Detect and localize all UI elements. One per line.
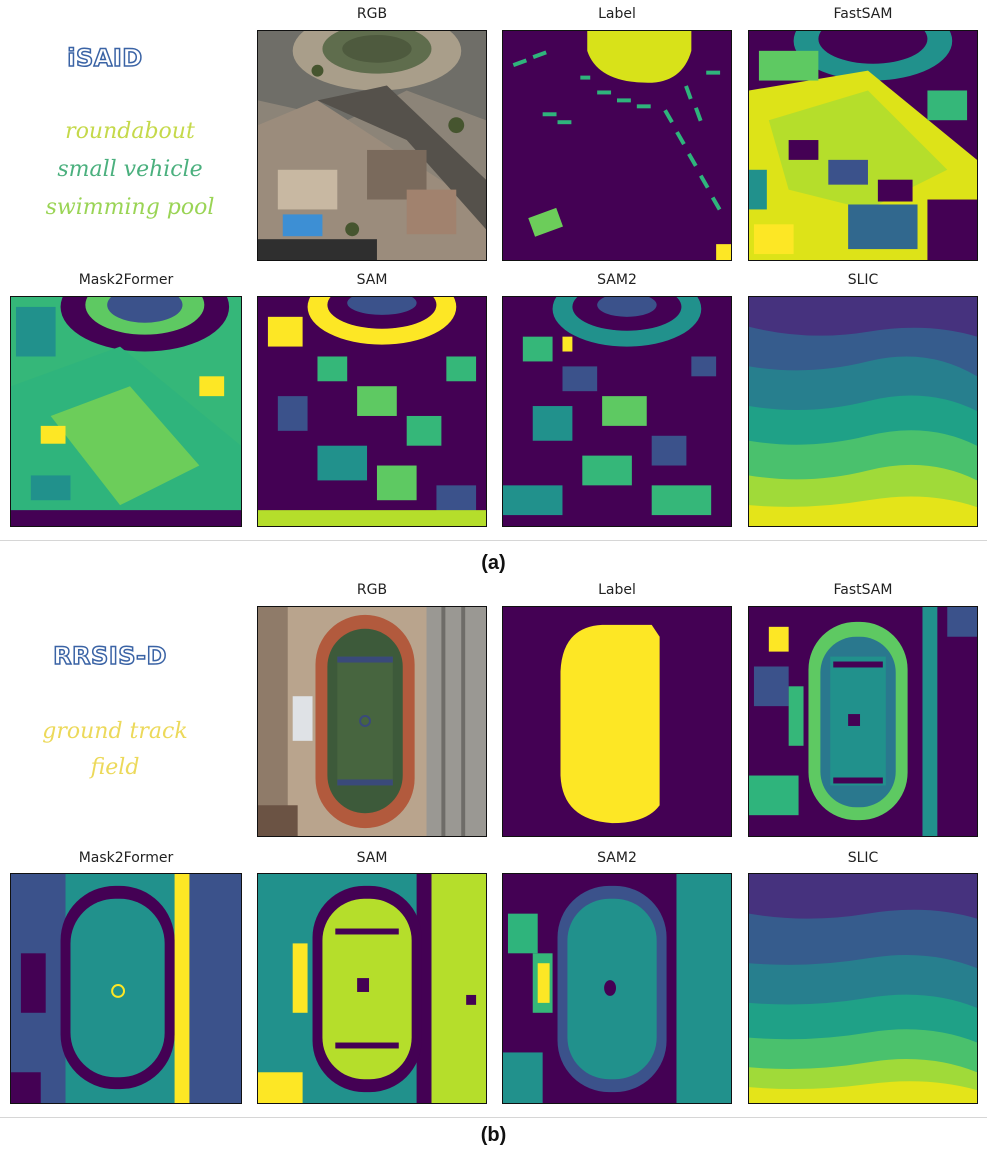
title-b-sam2: SAM2	[597, 850, 637, 866]
title-a-sam2: SAM2	[597, 272, 637, 288]
image-b-sam	[257, 873, 487, 1104]
title-a-slic: SLIC	[847, 272, 879, 288]
title-a-rgb: RGB	[356, 6, 388, 22]
class-label-b-1: ground track	[42, 719, 188, 744]
title-b-sam: SAM	[356, 850, 388, 866]
caption-b: (b)	[480, 1124, 507, 1146]
image-b-rgb	[257, 606, 487, 837]
title-b-rgb: RGB	[356, 582, 388, 598]
title-b-mask2former: Mask2Former	[78, 850, 174, 866]
title-a-fastsam: FastSAM	[833, 6, 893, 22]
image-a-mask2former	[10, 296, 242, 527]
class-label-a-3: swimming pool	[45, 195, 215, 220]
image-a-sam	[257, 296, 487, 527]
dataset-name-b: RRSIS-D	[52, 641, 167, 671]
title-a-mask2former: Mask2Former	[78, 272, 174, 288]
class-label-a-1: roundabout	[65, 119, 195, 144]
class-label-b-2: field	[90, 755, 140, 780]
divider-a	[0, 540, 987, 541]
caption-a: (a)	[481, 552, 506, 574]
image-b-label	[502, 606, 732, 837]
image-a-rgb	[257, 30, 487, 261]
image-a-fastsam	[748, 30, 978, 261]
dataset-name-a: iSAID	[67, 43, 143, 73]
image-a-slic	[748, 296, 978, 527]
image-b-fastsam	[748, 606, 978, 837]
image-b-mask2former	[10, 873, 242, 1104]
title-b-label: Label	[598, 582, 636, 598]
title-b-slic: SLIC	[847, 850, 879, 866]
image-b-sam2	[502, 873, 732, 1104]
title-a-label: Label	[598, 6, 636, 22]
class-label-a-2: small vehicle	[57, 157, 203, 182]
image-a-label	[502, 30, 732, 261]
title-a-sam: SAM	[356, 272, 388, 288]
image-a-sam2	[502, 296, 732, 527]
image-b-slic	[748, 873, 978, 1104]
divider-b	[0, 1117, 987, 1118]
title-b-fastsam: FastSAM	[833, 582, 893, 598]
